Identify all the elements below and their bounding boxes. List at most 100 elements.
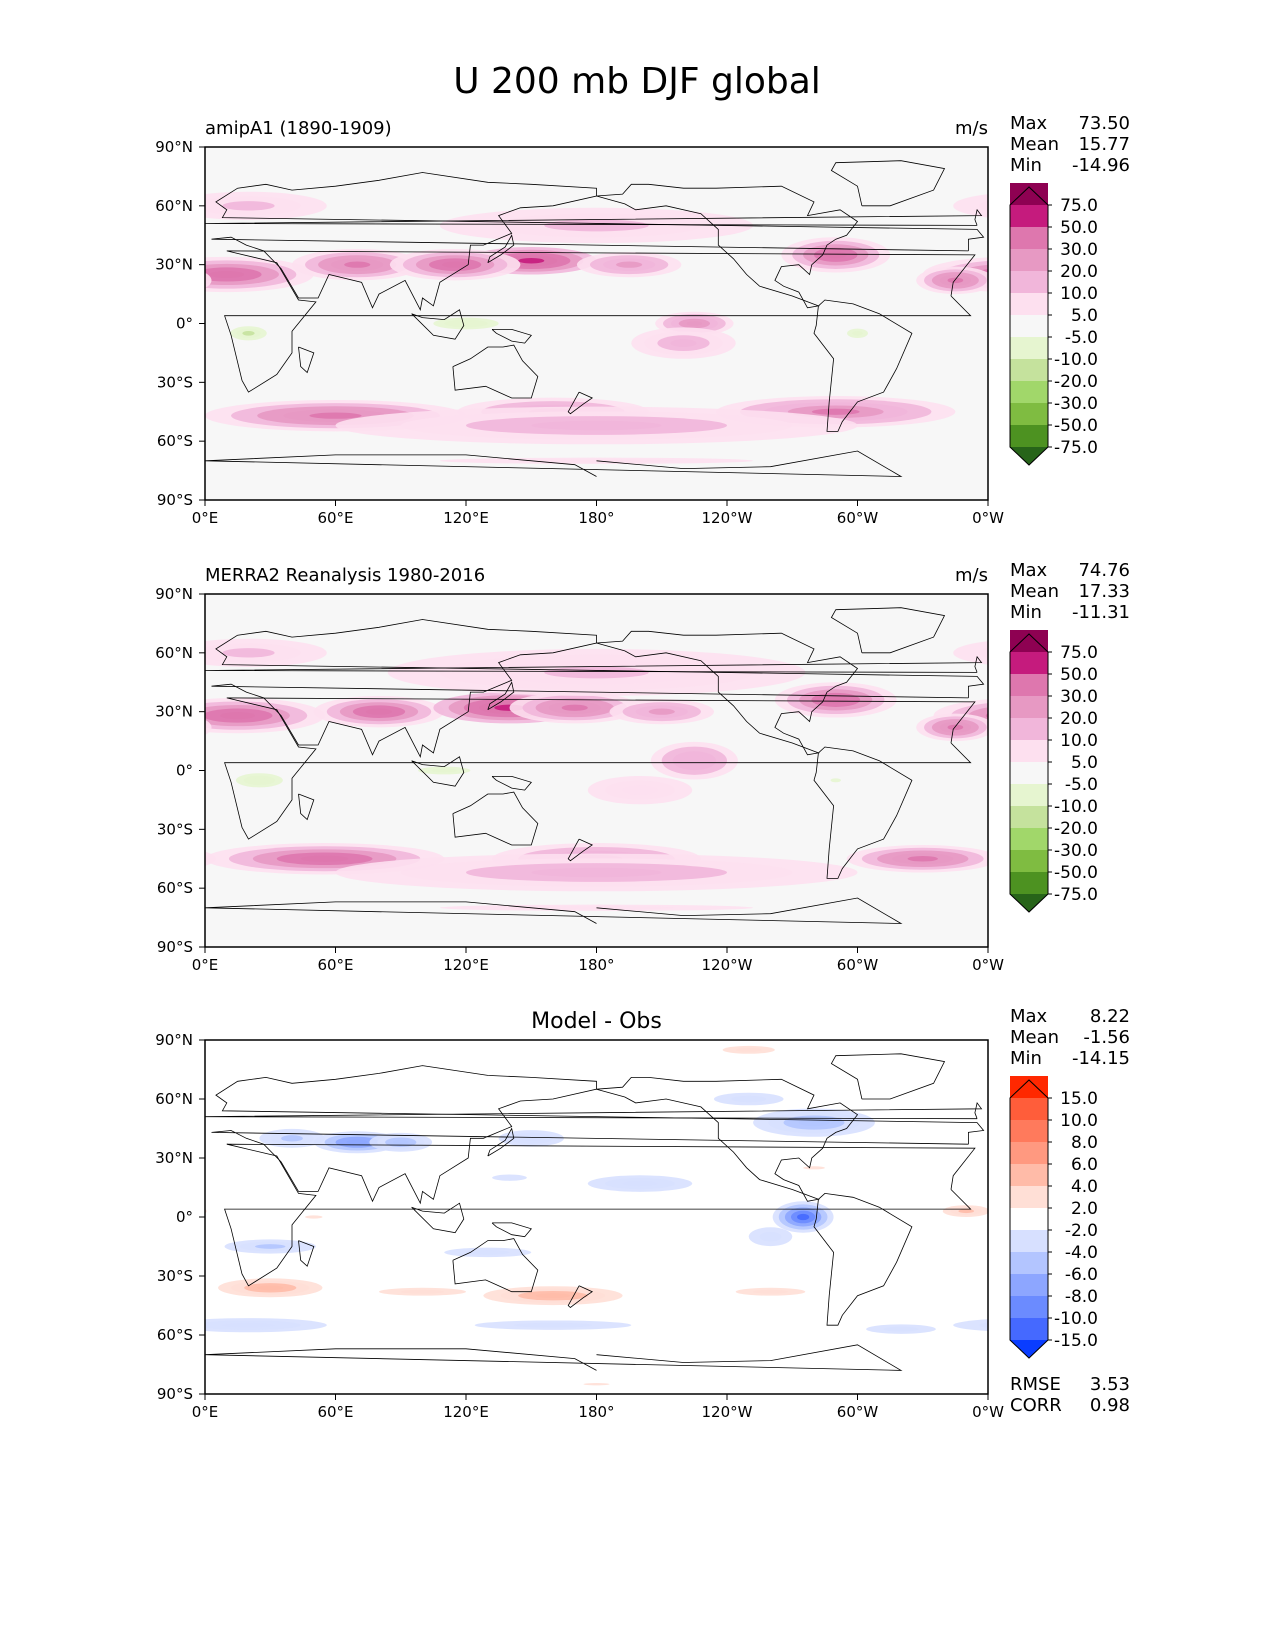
colorbar-band bbox=[1010, 872, 1048, 895]
colorbar-band bbox=[1010, 425, 1048, 448]
stat-value: -14.96 bbox=[1072, 155, 1130, 176]
colorbar-label: 5.0 bbox=[1071, 753, 1098, 773]
map-background bbox=[205, 1040, 988, 1394]
colorbar-band bbox=[1010, 249, 1048, 272]
map-background bbox=[205, 147, 988, 500]
stat-value: 15.77 bbox=[1078, 134, 1130, 155]
stat-label: Min bbox=[1010, 602, 1042, 623]
contour-blob bbox=[29, 409, 77, 415]
contour-blob bbox=[1136, 705, 1188, 718]
colorbar-band bbox=[1010, 740, 1048, 763]
coastline bbox=[487, 681, 515, 711]
contour-blob bbox=[149, 719, 196, 735]
x-tick-label: 60°E bbox=[317, 509, 353, 527]
x-tick-label: 0°E bbox=[192, 509, 219, 527]
stat-label: Mean bbox=[1010, 134, 1059, 155]
contour-blob bbox=[1127, 262, 1153, 268]
contour-blob bbox=[1, 1116, 62, 1130]
contour-blob bbox=[309, 412, 362, 419]
contour-blob bbox=[79, 848, 201, 870]
contour-blob bbox=[5, 405, 101, 418]
contour-blob bbox=[731, 1095, 767, 1103]
colorbar-band bbox=[1010, 630, 1048, 652]
contour-blob bbox=[109, 853, 170, 864]
colorbar-label: -20.0 bbox=[1054, 819, 1098, 839]
coastline bbox=[411, 756, 465, 787]
colorbar-band bbox=[1010, 1252, 1048, 1275]
contour-blob bbox=[830, 778, 841, 783]
contour-blob bbox=[947, 724, 964, 731]
colorbar-band bbox=[1010, 674, 1048, 697]
contour-blob bbox=[0, 402, 125, 421]
y-tick-label: 60°N bbox=[155, 197, 193, 215]
x-tick-label: 120°E bbox=[443, 956, 489, 974]
colorbar-label: 10.0 bbox=[1060, 731, 1098, 751]
contour-blob bbox=[1247, 698, 1275, 717]
figure-title: U 200 mb DJF global bbox=[453, 61, 821, 102]
contour-blob bbox=[1223, 208, 1275, 243]
contour-blob bbox=[1184, 411, 1275, 439]
y-tick-label: 60°N bbox=[155, 1090, 193, 1108]
contour-blob bbox=[0, 1227, 9, 1246]
contour-blob bbox=[947, 277, 964, 284]
colorbar-band bbox=[1010, 1076, 1048, 1098]
x-tick-label: 0°E bbox=[192, 956, 219, 974]
contour-blob bbox=[31, 248, 75, 262]
x-tick-label: 0°W bbox=[972, 1403, 1004, 1421]
coastline bbox=[298, 1240, 315, 1267]
contour-blob bbox=[157, 275, 188, 286]
contour-blob bbox=[69, 331, 79, 336]
panel-title: MERRA2 Reanalysis 1980-2016 bbox=[205, 565, 485, 586]
coastlines bbox=[205, 607, 985, 924]
coastline bbox=[596, 183, 859, 309]
coastline bbox=[813, 299, 913, 432]
contour-blob bbox=[1264, 401, 1275, 422]
contour-blob bbox=[1216, 692, 1275, 723]
contour-blob bbox=[1168, 1138, 1199, 1147]
colorbar-label: -20.0 bbox=[1054, 372, 1098, 392]
contour-blob bbox=[1097, 696, 1228, 727]
stat-value: -1.56 bbox=[1083, 1027, 1130, 1048]
contour-blob bbox=[1227, 320, 1271, 328]
contour-blob bbox=[811, 408, 860, 415]
colorbar-label: 5.0 bbox=[1071, 306, 1098, 326]
contour-blob bbox=[400, 1289, 445, 1294]
y-tick-label: 30°N bbox=[155, 256, 193, 274]
contour-blob bbox=[1223, 655, 1275, 690]
colorbar-label: -30.0 bbox=[1054, 841, 1098, 861]
colorbar-band bbox=[1010, 850, 1048, 873]
contour-blob bbox=[907, 856, 938, 862]
contour-blob bbox=[518, 906, 675, 910]
colorbar-label: 75.0 bbox=[1060, 643, 1098, 663]
contour-blob bbox=[16, 689, 89, 710]
colorbar-band bbox=[1010, 1318, 1048, 1341]
colorbar-label: 30.0 bbox=[1060, 687, 1098, 707]
stat-label: Max bbox=[1010, 1006, 1048, 1027]
contour-blob bbox=[257, 1285, 284, 1291]
x-tick-label: 120°W bbox=[702, 1403, 753, 1421]
colorbar-band bbox=[1010, 1142, 1048, 1165]
contour-blob bbox=[1262, 701, 1275, 714]
coastline bbox=[830, 1053, 946, 1100]
contour-blob bbox=[979, 200, 988, 212]
colorbar-band bbox=[1010, 696, 1048, 719]
stat-value: -11.31 bbox=[1072, 602, 1130, 623]
x-tick-label: 60°W bbox=[837, 956, 879, 974]
panel-units: m/s bbox=[955, 118, 988, 139]
contour-blob bbox=[1184, 1290, 1228, 1294]
contour-blob bbox=[1249, 416, 1275, 435]
contour-blob bbox=[0, 399, 148, 424]
colorbar-band bbox=[1010, 1274, 1048, 1297]
contour-blob bbox=[157, 722, 188, 733]
colorbar-label: 50.0 bbox=[1060, 218, 1098, 238]
contour-blob bbox=[797, 1213, 810, 1221]
coastline bbox=[491, 776, 532, 791]
stat-label: Min bbox=[1010, 1048, 1042, 1069]
colorbar: 75.050.030.020.010.05.0-5.0-10.0-20.0-30… bbox=[1009, 183, 1098, 466]
colorbar-band bbox=[1010, 227, 1048, 250]
x-tick-label: 60°E bbox=[317, 1403, 353, 1421]
contour-blob bbox=[466, 1250, 510, 1255]
colorbar-label: 4.0 bbox=[1071, 1177, 1098, 1197]
contour-blob bbox=[28, 693, 77, 707]
contour-blob bbox=[1088, 252, 1192, 277]
